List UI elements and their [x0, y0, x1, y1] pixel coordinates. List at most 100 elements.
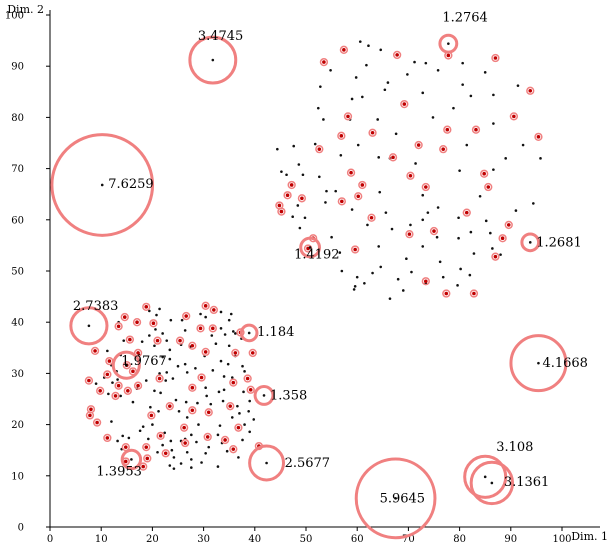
- outlier-label: 1.9767: [121, 354, 166, 369]
- highlighted-point: [285, 193, 290, 198]
- highlighted-point-halo: [114, 381, 123, 390]
- highlighted-point-halo: [400, 99, 409, 109]
- highlighted-point-halo: [484, 182, 493, 192]
- data-point: [195, 440, 198, 444]
- highlighted-point-halo: [429, 226, 439, 236]
- data-point: [138, 429, 142, 433]
- highlighted-point: [432, 229, 436, 233]
- data-point: [319, 85, 322, 88]
- outlier-circle: [120, 448, 143, 471]
- highlighted-point: [391, 155, 395, 160]
- data-point: [237, 456, 240, 459]
- x-tick-label: 100: [552, 534, 571, 545]
- data-point: [121, 434, 125, 438]
- data-point: [339, 153, 343, 157]
- data-point: [243, 370, 246, 373]
- highlighted-point: [203, 350, 208, 354]
- highlighted-point: [322, 60, 326, 64]
- data-point: [185, 371, 189, 374]
- highlighted-point-halo: [246, 385, 255, 394]
- outlier-circle: [239, 323, 259, 343]
- highlighted-point-halo: [358, 180, 367, 190]
- highlighted-point: [233, 351, 238, 355]
- x-tick-label: 90: [504, 534, 517, 545]
- highlighted-point-halo: [354, 192, 363, 201]
- data-point: [153, 389, 156, 393]
- data-point: [174, 398, 178, 402]
- highlighted-point-halo: [133, 348, 143, 358]
- highlighted-point-halo: [234, 423, 243, 432]
- data-point: [222, 388, 226, 392]
- data-point: [539, 157, 542, 160]
- data-point: [406, 73, 409, 76]
- outlier-label: 1.3953: [96, 464, 141, 479]
- data-point: [532, 202, 535, 205]
- data-point: [216, 433, 220, 437]
- highlighted-point-halo: [405, 229, 414, 239]
- highlighted-point: [289, 183, 294, 187]
- highlighted-point: [353, 247, 357, 252]
- highlighted-point-halo: [188, 341, 197, 350]
- data-point: [241, 364, 244, 368]
- highlighted-point-halo: [96, 386, 105, 395]
- highlighted-point-halo: [84, 376, 94, 385]
- highlighted-point: [245, 376, 250, 381]
- data-point: [185, 450, 189, 454]
- data-point: [297, 163, 301, 166]
- highlighted-point: [145, 456, 150, 461]
- outlier-circle: [69, 306, 109, 346]
- data-point: [324, 201, 327, 204]
- highlighted-point: [536, 135, 541, 139]
- data-point: [161, 443, 164, 447]
- highlighted-point-halo: [509, 112, 519, 121]
- highlighted-point-halo: [277, 207, 286, 216]
- data-point: [147, 437, 150, 441]
- outlier-circle: [509, 334, 568, 393]
- highlighted-point-halo: [480, 169, 489, 178]
- outlier-circle: [520, 232, 541, 253]
- data-point: [469, 230, 473, 234]
- data-point: [200, 461, 203, 464]
- data-point: [441, 275, 445, 279]
- highlighted-point: [346, 114, 350, 119]
- data-point: [388, 297, 392, 300]
- data-point: [153, 344, 156, 348]
- highlighted-point-halo: [534, 132, 543, 142]
- data-point: [248, 399, 251, 403]
- data-point: [223, 333, 227, 336]
- highlighted-point: [228, 404, 233, 408]
- highlighted-point: [528, 88, 533, 93]
- data-point: [163, 431, 166, 435]
- x-tick-label: 80: [453, 534, 466, 545]
- outlier-point: [87, 324, 91, 328]
- data-point: [172, 456, 176, 459]
- data-point: [514, 209, 518, 212]
- data-point: [436, 206, 440, 209]
- data-point: [296, 204, 300, 207]
- data-point: [230, 416, 234, 419]
- highlighted-point: [190, 385, 195, 390]
- y-tick-label: 30: [11, 369, 24, 380]
- highlighted-point-halo: [147, 411, 156, 420]
- highlighted-point-halo: [315, 144, 324, 154]
- highlighted-point: [408, 173, 413, 178]
- data-point: [350, 97, 354, 101]
- highlighted-point-halo: [337, 131, 346, 140]
- data-point: [242, 390, 245, 394]
- data-point: [322, 118, 325, 121]
- highlighted-point-halo: [142, 442, 151, 452]
- highlighted-point-halo: [179, 423, 189, 432]
- outlier-point: [211, 58, 215, 62]
- highlighted-point-halo: [229, 445, 238, 454]
- highlighted-point: [158, 434, 163, 438]
- data-point: [177, 409, 181, 413]
- highlighted-point: [105, 372, 110, 377]
- data-point: [116, 439, 119, 443]
- highlighted-point-halo: [303, 244, 313, 253]
- highlighted-point: [178, 338, 182, 343]
- data-point: [301, 173, 305, 177]
- highlighted-point: [340, 199, 344, 204]
- highlighted-point: [416, 143, 421, 147]
- data-point: [148, 334, 151, 337]
- data-point: [353, 285, 357, 288]
